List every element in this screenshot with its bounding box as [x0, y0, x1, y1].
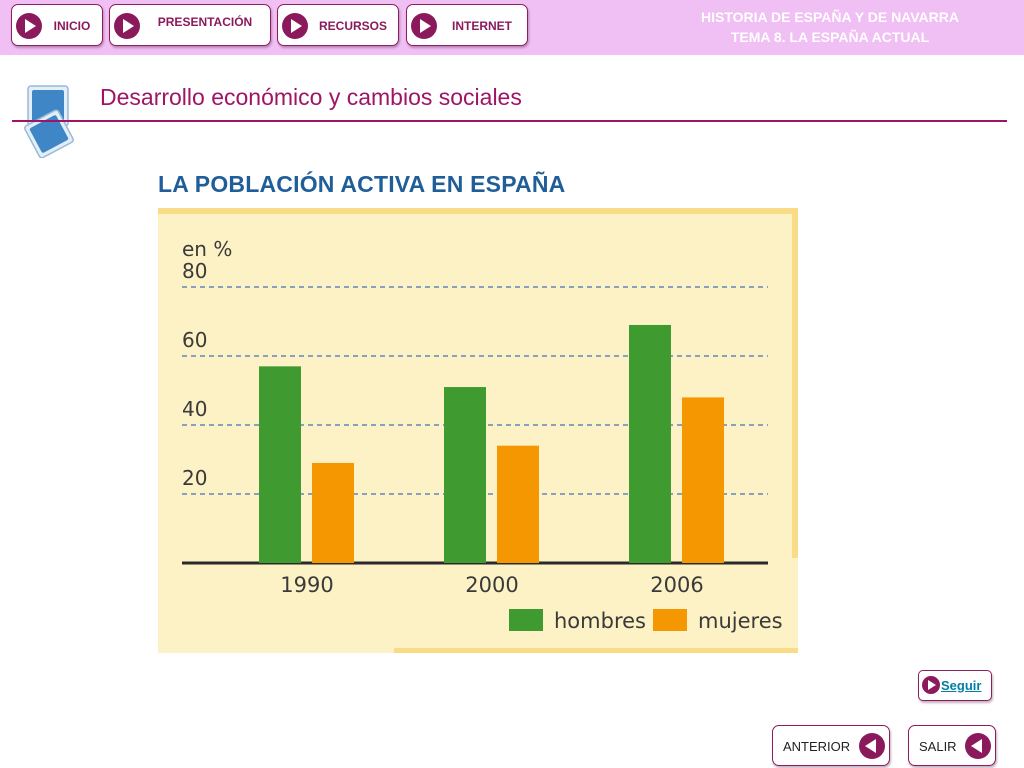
nav-recursos-button[interactable]: RECURSOS	[277, 4, 399, 46]
seguir-label: Seguir	[941, 678, 982, 693]
bar-mujeres-1990	[312, 462, 354, 563]
course-title-line2: TEMA 8. LA ESPAÑA ACTUAL	[730, 29, 930, 45]
salir-button[interactable]: SALIR	[908, 725, 996, 766]
bar-hombres-2006	[629, 324, 671, 563]
play-arrow-icon	[16, 13, 42, 39]
y-tick-label: 40	[182, 397, 207, 421]
bar-hombres-2000	[444, 387, 486, 563]
x-tick-label: 2006	[650, 573, 703, 597]
legend-label-hombres: hombres	[554, 609, 646, 633]
chart-title: LA POBLACIÓN ACTIVA EN ESPAÑA	[158, 171, 566, 197]
bar-hombres-1990	[259, 366, 301, 563]
title-divider	[12, 120, 1007, 122]
y-axis-unit-label: en %	[182, 237, 232, 261]
y-tick-label: 60	[182, 328, 207, 352]
y-tick-label: 80	[182, 259, 207, 283]
play-arrow-icon	[922, 676, 940, 694]
bar-chart: en % 20 40 60 80 1990 2000 2006 hombres mujeres	[182, 237, 783, 633]
nav-presentacion-button[interactable]: PRESENTACIÓN	[109, 4, 271, 46]
nav-internet-label: INTERNET	[452, 19, 512, 33]
back-arrow-icon	[859, 733, 885, 759]
course-title: HISTORIA DE ESPAÑA Y DE NAVARRA TEMA 8. …	[660, 7, 1000, 47]
salir-label: SALIR	[919, 739, 957, 754]
play-arrow-icon	[114, 13, 140, 39]
legend-swatch-hombres	[509, 609, 543, 631]
top-navigation-bar: INICIO PRESENTACIÓN RECURSOS INTERNET HI…	[0, 0, 1024, 55]
anterior-button[interactable]: ANTERIOR	[772, 725, 890, 766]
bar-mujeres-2006	[682, 397, 724, 563]
legend-swatch-mujeres	[653, 609, 687, 631]
stacked-squares-icon	[24, 85, 74, 158]
seguir-button[interactable]: Seguir	[918, 670, 992, 701]
play-arrow-icon	[411, 13, 437, 39]
nav-presentacion-label: PRESENTACIÓN	[157, 15, 253, 29]
nav-recursos-label: RECURSOS	[318, 19, 387, 33]
course-title-line1: HISTORIA DE ESPAÑA Y DE NAVARRA	[700, 9, 959, 25]
chart-panel: en % 20 40 60 80 1990 2000 2006 hombres mujeres	[158, 208, 798, 653]
play-arrow-icon	[282, 13, 308, 39]
nav-internet-button[interactable]: INTERNET	[406, 4, 528, 46]
nav-inicio-button[interactable]: INICIO	[11, 4, 103, 46]
x-tick-label: 1990	[280, 573, 333, 597]
legend-label-mujeres: mujeres	[698, 609, 783, 633]
x-tick-label: 2000	[465, 573, 518, 597]
y-tick-label: 20	[182, 466, 207, 490]
section-title: Desarrollo económico y cambios sociales	[100, 84, 522, 110]
bar-mujeres-2000	[497, 445, 539, 563]
back-arrow-icon	[965, 733, 991, 759]
nav-inicio-label: INICIO	[53, 19, 91, 33]
anterior-label: ANTERIOR	[783, 739, 851, 754]
